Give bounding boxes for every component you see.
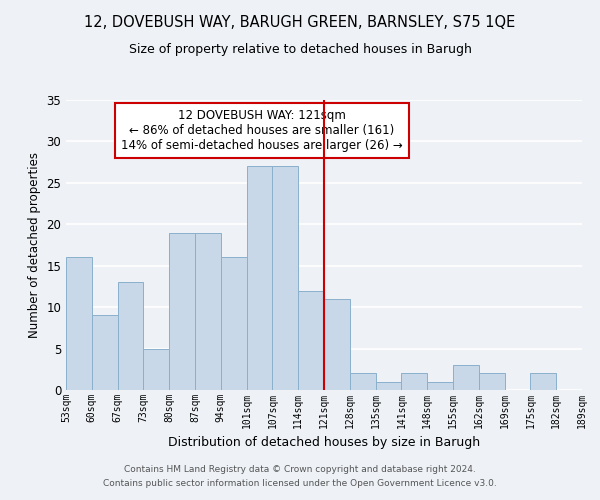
Bar [221, 258, 247, 390]
Bar [195, 232, 221, 390]
Y-axis label: Number of detached properties: Number of detached properties [28, 152, 41, 338]
Bar [272, 166, 298, 390]
Bar [247, 166, 272, 390]
Text: Contains HM Land Registry data © Crown copyright and database right 2024.
Contai: Contains HM Land Registry data © Crown c… [103, 466, 497, 487]
Bar [324, 299, 350, 390]
Bar [530, 374, 556, 390]
Bar [479, 374, 505, 390]
Bar [298, 290, 324, 390]
Bar [143, 348, 169, 390]
Text: Size of property relative to detached houses in Barugh: Size of property relative to detached ho… [128, 42, 472, 56]
Bar [376, 382, 401, 390]
Bar [453, 365, 479, 390]
Bar [427, 382, 453, 390]
Bar [118, 282, 143, 390]
X-axis label: Distribution of detached houses by size in Barugh: Distribution of detached houses by size … [168, 436, 480, 450]
Bar [66, 258, 92, 390]
Text: 12, DOVEBUSH WAY, BARUGH GREEN, BARNSLEY, S75 1QE: 12, DOVEBUSH WAY, BARUGH GREEN, BARNSLEY… [85, 15, 515, 30]
Text: 12 DOVEBUSH WAY: 121sqm
← 86% of detached houses are smaller (161)
14% of semi-d: 12 DOVEBUSH WAY: 121sqm ← 86% of detache… [121, 108, 403, 152]
Bar [401, 374, 427, 390]
Bar [92, 316, 118, 390]
Bar [169, 232, 195, 390]
Bar [350, 374, 376, 390]
